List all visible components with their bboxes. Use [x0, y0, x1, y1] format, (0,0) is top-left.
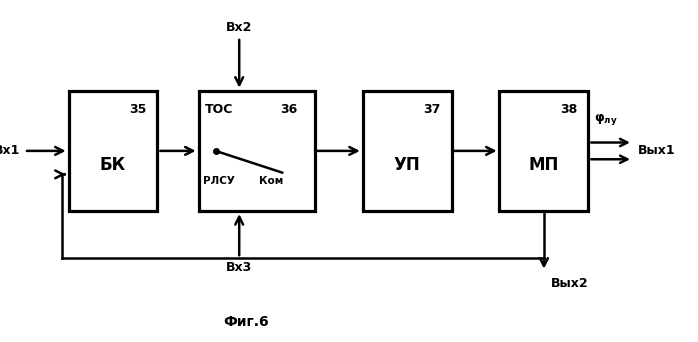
Text: 35: 35 — [129, 103, 147, 116]
Text: РЛСУ: РЛСУ — [203, 176, 235, 186]
Text: ТОС: ТОС — [205, 103, 234, 116]
Text: Вх3: Вх3 — [226, 262, 253, 275]
Text: Вх1: Вх1 — [0, 144, 21, 157]
Text: 36: 36 — [281, 103, 298, 116]
Text: 37: 37 — [424, 103, 440, 116]
Text: Ком: Ком — [259, 176, 283, 186]
Text: 38: 38 — [560, 103, 577, 116]
Text: Вых1: Вых1 — [638, 144, 675, 157]
Bar — [363, 91, 452, 211]
Text: БК: БК — [100, 156, 126, 174]
Bar — [68, 91, 158, 211]
Text: УП: УП — [394, 156, 420, 174]
Text: МП: МП — [529, 156, 559, 174]
Text: Вых2: Вых2 — [551, 277, 588, 290]
Text: $\mathbf{\varphi_{лу}}$: $\mathbf{\varphi_{лу}}$ — [594, 111, 618, 127]
Bar — [198, 91, 315, 211]
Bar — [500, 91, 588, 211]
Text: Фиг.6: Фиг.6 — [223, 315, 269, 329]
Text: Вх2: Вх2 — [226, 21, 253, 34]
